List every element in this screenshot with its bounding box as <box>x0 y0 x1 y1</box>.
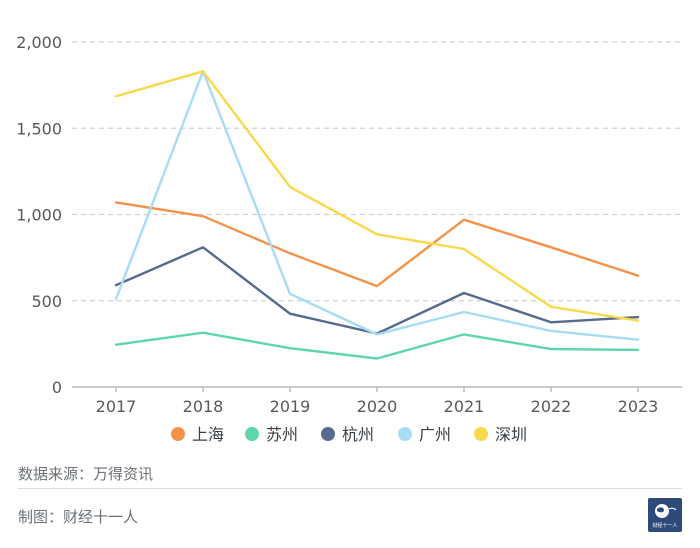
legend-label: 深圳 <box>495 425 527 444</box>
x-tick-label: 2018 <box>183 397 224 416</box>
footer-divider <box>18 488 682 489</box>
series-line <box>114 70 640 341</box>
legend-marker <box>245 427 259 441</box>
x-axis: 2017 2018 2019 2020 2021 2022 2023 <box>72 386 682 416</box>
line-chart: 0 500 1,000 1,500 2,000 2017 2018 2019 2020 2021… <box>16 33 682 444</box>
legend-marker <box>398 427 412 441</box>
y-tick-label: 2,000 <box>16 33 62 52</box>
y-tick-label: 1,000 <box>16 206 62 225</box>
legend-marker <box>474 427 488 441</box>
globe-icon <box>655 504 677 518</box>
legend-label: 上海 <box>192 425 224 444</box>
y-axis-tick-labels: 0 500 1,000 1,500 2,000 <box>16 33 62 397</box>
data-source-note: 数据来源：万得资讯 <box>18 465 154 483</box>
series-line <box>114 246 640 335</box>
legend-label: 广州 <box>419 425 451 444</box>
series-line <box>114 201 640 288</box>
logo-wordmark: 财经十一人 <box>652 523 678 529</box>
x-tick-label: 2020 <box>357 397 398 416</box>
legend-marker <box>321 427 335 441</box>
legend-marker <box>171 427 185 441</box>
brand-logo: 财经十一人 <box>648 498 682 532</box>
x-tick-label: 2023 <box>618 397 659 416</box>
chart-credit: 制图：财经十一人 <box>18 508 139 526</box>
series-line <box>114 70 640 322</box>
legend-label: 杭州 <box>342 425 374 444</box>
legend: 上海 苏州 杭州 广州 深圳 <box>171 425 527 444</box>
y-tick-label: 0 <box>52 378 62 397</box>
legend-label: 苏州 <box>266 425 298 444</box>
series-line <box>114 331 640 360</box>
y-tick-label: 1,500 <box>16 119 62 138</box>
x-tick-label: 2021 <box>444 397 485 416</box>
x-tick-label: 2017 <box>96 397 137 416</box>
series-lines <box>114 70 640 360</box>
y-tick-label: 500 <box>31 292 62 311</box>
x-tick-label: 2019 <box>270 397 311 416</box>
x-tick-label: 2022 <box>531 397 572 416</box>
grid-lines <box>72 41 682 302</box>
